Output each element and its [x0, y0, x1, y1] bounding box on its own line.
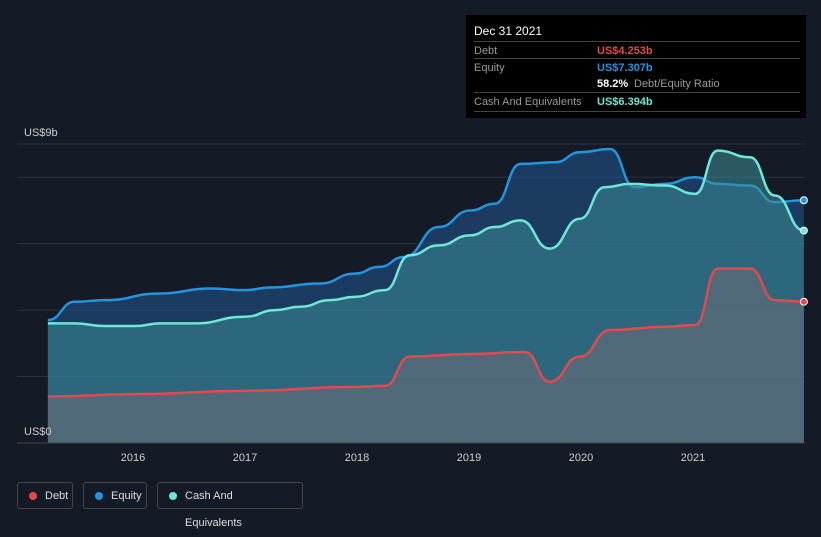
- ratio-value: 58.2%: [597, 78, 629, 90]
- tooltip: Dec 31 2021 Debt US$4.253b Equity US$7.307…: [466, 15, 806, 118]
- x-tick-label: 2018: [345, 452, 369, 464]
- legend-debt-label: Debt: [45, 490, 69, 502]
- legend-equity-label: Equity: [111, 490, 142, 502]
- cash-end-marker[interactable]: [799, 226, 808, 235]
- tooltip-date: Dec 31 2021: [474, 24, 543, 38]
- legend-debt[interactable]: Debt: [17, 482, 73, 509]
- y-label-top: US$9b: [24, 127, 58, 139]
- debt-label: Debt: [474, 45, 498, 57]
- cash-dot-icon: [169, 492, 177, 500]
- cash-label: Cash And Equivalents: [474, 96, 582, 108]
- x-tick-label: 2017: [233, 452, 257, 464]
- debt-area: [47, 268, 804, 443]
- debt-dot-icon: [29, 492, 37, 500]
- y-label-bottom: US$0: [24, 426, 52, 438]
- ratio-label: Debt/Equity Ratio: [634, 78, 720, 90]
- x-tick-label: 2021: [681, 452, 705, 464]
- cash-line: [47, 149, 805, 328]
- equity-value: US$7.307b: [597, 62, 653, 74]
- x-tick-label: 2016: [121, 452, 145, 464]
- tooltip-ratio-row: 58.2% Debt/Equity Ratio: [474, 75, 800, 92]
- debt-end-marker[interactable]: [799, 297, 808, 306]
- equity-label: Equity: [474, 62, 505, 74]
- legend-cash-label: Cash And Equivalents: [185, 490, 242, 529]
- tooltip-debt-row: Debt US$4.253b: [474, 41, 800, 59]
- debt-line: [47, 267, 804, 398]
- equity-end-marker[interactable]: [799, 196, 808, 205]
- legend-equity[interactable]: Equity: [83, 482, 147, 509]
- debt-value: US$4.253b: [597, 45, 653, 57]
- x-tick-label: 2020: [569, 452, 593, 464]
- debt-equity-chart: US$9b US$0 2016 2017 2018 2019 2020 2021: [17, 127, 808, 464]
- legend-cash[interactable]: Cash And Equivalents: [157, 482, 303, 529]
- equity-line: [47, 147, 804, 322]
- equity-dot-icon: [95, 492, 103, 500]
- cash-value: US$6.394b: [597, 96, 653, 108]
- tooltip-cash-row: Cash And Equivalents US$6.394b: [474, 92, 800, 112]
- tooltip-equity-row: Equity US$7.307b: [474, 58, 800, 76]
- x-tick-label: 2019: [457, 452, 481, 464]
